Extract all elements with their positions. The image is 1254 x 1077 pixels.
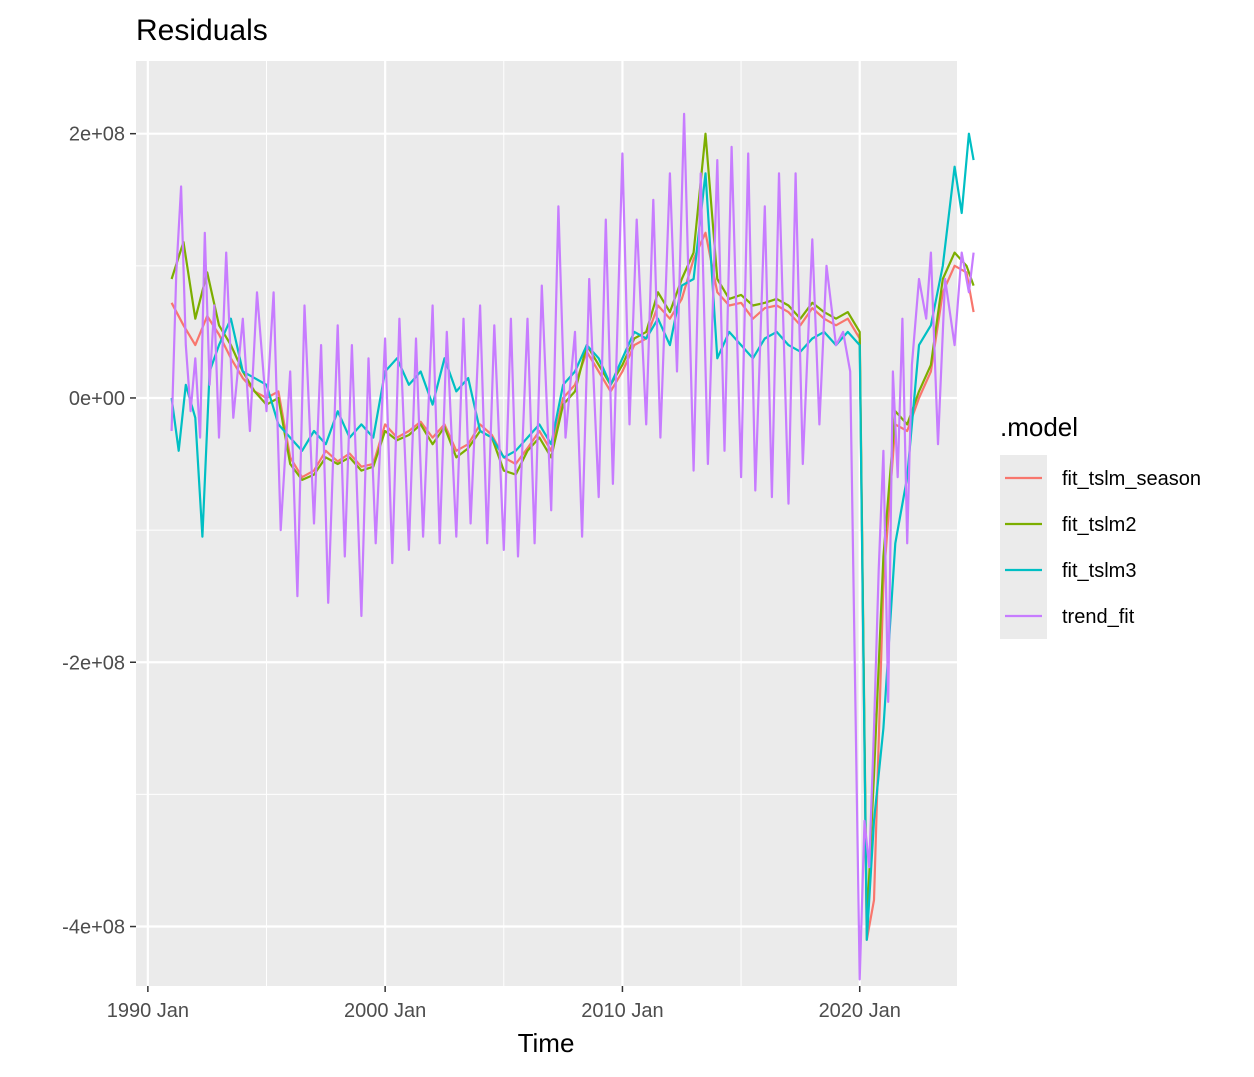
plot-panel — [136, 61, 957, 986]
x-axis-title: Time — [518, 1028, 575, 1058]
legend-item-fit-tslm3: fit_tslm3 — [1000, 547, 1136, 593]
legend-label: fit_tslm3 — [1062, 560, 1136, 582]
legend-item-fit-tslm-season: fit_tslm_season — [1000, 455, 1201, 501]
legend-item-fit-tslm2: fit_tslm2 — [1000, 501, 1136, 547]
series-layer — [170, 112, 975, 981]
y-tick-label: -2e+08 — [62, 652, 125, 674]
axis-layer: 1990 Jan 2000 Jan 2010 Jan 2020 Jan 2e+08 0e+… — [62, 124, 901, 1022]
series-line-fit-tslm3 — [170, 132, 975, 941]
x-tick-label: 1990 Jan — [107, 1000, 189, 1022]
legend-items: fit_tslm_season fit_tslm2 fit_tslm3 trend_f… — [1000, 455, 1201, 639]
series-line-fit-tslm2 — [170, 132, 975, 928]
y-tick-label: -4e+08 — [62, 917, 125, 939]
chart-title: Residuals — [136, 14, 268, 47]
legend-label: fit_tslm2 — [1062, 514, 1136, 536]
legend-label: fit_tslm_season — [1062, 468, 1201, 490]
legend: .model fit_tslm_season fit_tslm2 fit_tslm3… — [1000, 412, 1201, 639]
x-tick-label: 2020 Jan — [819, 1000, 901, 1022]
y-tick-label: 2e+08 — [69, 124, 125, 146]
x-tick-label: 2000 Jan — [344, 1000, 426, 1022]
y-tick-label: 0e+00 — [69, 388, 125, 410]
grid-major — [136, 61, 957, 986]
series-line-trend-fit — [170, 112, 975, 981]
legend-title: .model — [1000, 412, 1078, 442]
grid-minor — [136, 61, 957, 986]
legend-label: trend_fit — [1062, 606, 1135, 628]
x-tick-label: 2010 Jan — [581, 1000, 663, 1022]
legend-item-trend-fit: trend_fit — [1000, 593, 1135, 639]
